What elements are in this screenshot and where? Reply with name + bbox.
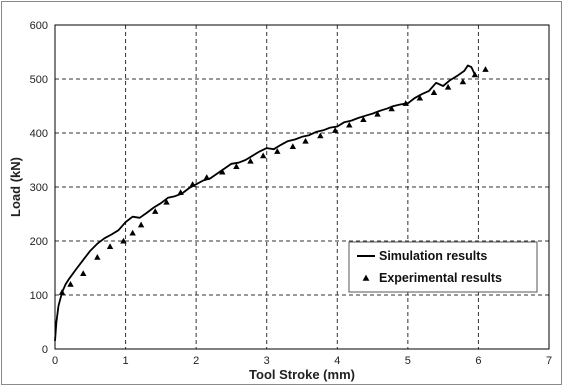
x-tick-label: 1: [123, 355, 129, 367]
x-tick-label: 0: [52, 355, 58, 367]
x-tick-label: 2: [193, 355, 199, 367]
data-point-experimental: [137, 221, 145, 228]
legend-box: [348, 241, 538, 293]
legend-label-simulation: Simulation results: [379, 249, 487, 263]
data-point-experimental: [189, 181, 196, 187]
y-tick-label: 100: [30, 290, 48, 302]
y-tick-label: 0: [42, 344, 48, 356]
legend-triangle-swatch: [362, 274, 370, 281]
data-point-experimental: [289, 143, 297, 150]
data-point-experimental: [120, 237, 127, 244]
data-point-experimental: [94, 254, 101, 260]
plot-area: [54, 24, 550, 350]
data-point-experimental: [177, 189, 184, 195]
y-tick-label: 400: [30, 128, 48, 140]
data-point-experimental: [430, 89, 438, 96]
data-point-experimental: [402, 100, 409, 106]
data-point-experimental: [233, 163, 240, 170]
series-line-simulation: [54, 64, 476, 341]
y-tick-label: 300: [30, 182, 48, 194]
data-point-experimental: [482, 66, 489, 72]
x-tick-label: 5: [405, 355, 411, 367]
data-point-experimental: [106, 243, 114, 249]
grid-lines: [55, 25, 549, 349]
data-point-experimental: [374, 110, 381, 117]
legend-label-experimental: Experimental results: [379, 271, 502, 285]
data-point-experimental: [317, 132, 324, 139]
data-point-experimental: [247, 157, 254, 164]
x-tick-label: 3: [264, 355, 270, 367]
x-tick-label: 4: [334, 355, 340, 367]
data-point-experimental: [152, 208, 159, 214]
data-point-experimental: [302, 137, 309, 144]
data-point-experimental: [58, 289, 66, 295]
data-point-experimental: [67, 281, 74, 287]
data-point-experimental: [346, 121, 353, 128]
y-tick-label: 500: [30, 74, 48, 86]
x-tick-label: 7: [546, 355, 552, 367]
y-axis-ticks: 0 100 200 300 400 500 600: [30, 20, 48, 356]
data-point-experimental: [360, 116, 367, 123]
data-point-experimental: [219, 168, 226, 175]
data-point-experimental: [444, 83, 452, 90]
data-point-experimental: [459, 78, 467, 85]
data-point-experimental: [274, 148, 281, 154]
x-tick-label: 6: [475, 355, 481, 367]
y-tick-label: 200: [30, 236, 48, 248]
series-layer: [54, 64, 489, 341]
data-point-experimental: [203, 174, 210, 180]
y-tick-label: 600: [30, 20, 48, 32]
y-axis-label: Load (kN): [8, 157, 23, 217]
x-axis-ticks: 0 1 2 3 4 5 6 7: [52, 355, 552, 367]
data-point-experimental: [416, 94, 424, 101]
data-point-experimental: [129, 229, 136, 236]
data-point-experimental: [80, 270, 87, 276]
data-point-experimental: [259, 152, 267, 159]
data-point-experimental: [331, 127, 339, 133]
data-point-experimental: [163, 198, 170, 205]
legend: Simulation results Experimental results: [348, 241, 538, 293]
data-point-experimental: [388, 105, 395, 112]
data-point-experimental: [471, 71, 479, 78]
x-axis-label: Tool Stroke (mm): [249, 367, 355, 382]
